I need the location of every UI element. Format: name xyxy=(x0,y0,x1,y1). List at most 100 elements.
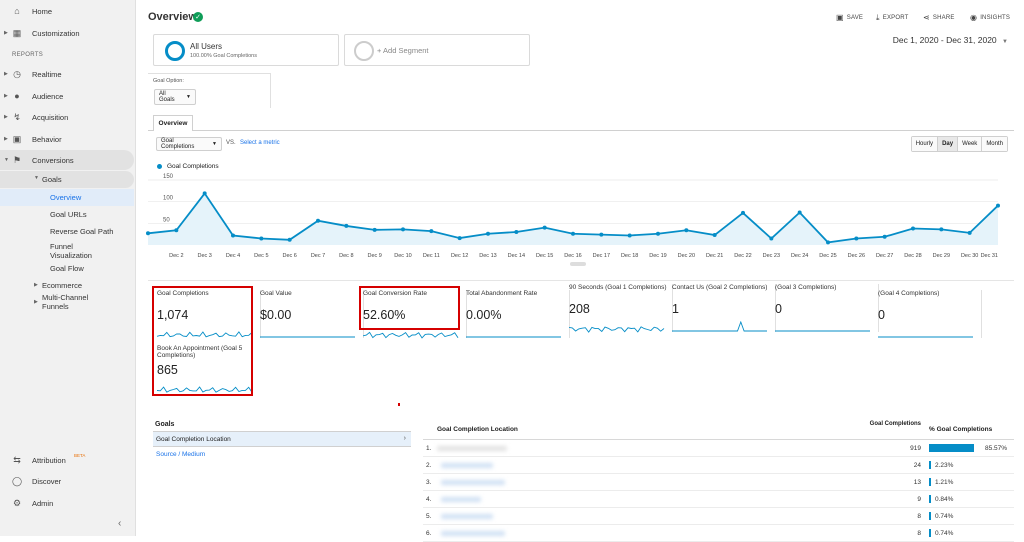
insights-button[interactable]: ◉ INSIGHTS xyxy=(970,13,1011,22)
data-point[interactable] xyxy=(741,210,745,215)
sidebar-item-audience[interactable]: ▶ ● Audience xyxy=(4,91,64,101)
data-point[interactable] xyxy=(911,226,915,231)
data-point[interactable] xyxy=(429,229,434,234)
metric-card[interactable]: (Goal 3 Completions) 0 xyxy=(775,284,879,339)
data-point[interactable] xyxy=(514,230,519,234)
x-tick-label: Dec 2 xyxy=(169,253,183,259)
data-point[interactable] xyxy=(826,240,830,245)
metric-card[interactable]: Goal Conversion Rate 52.60% xyxy=(363,290,467,345)
data-point[interactable] xyxy=(231,233,235,238)
row-index: 3. xyxy=(426,479,432,486)
data-point[interactable] xyxy=(486,231,490,236)
caret-right-icon: ▶ xyxy=(4,114,8,120)
sidebar-item-reverse-goal-path[interactable]: Reverse Goal Path xyxy=(50,227,114,236)
x-tick-label: Dec 6 xyxy=(282,253,296,259)
goals-panel-item-source-medium[interactable]: Source / Medium xyxy=(156,451,206,458)
sidebar-item-goal-flow[interactable]: Goal Flow xyxy=(50,264,84,273)
granularity-week[interactable]: Week xyxy=(958,137,983,151)
chart-resize-handle[interactable] xyxy=(570,262,586,266)
data-point[interactable] xyxy=(542,225,547,230)
sidebar-item-admin[interactable]: ⚙ Admin xyxy=(12,497,54,508)
goal-option-select[interactable]: All Goals ▼ xyxy=(154,89,196,105)
table-row[interactable]: 3. 13 1.21% xyxy=(423,474,1014,491)
x-tick-label: Dec 29 xyxy=(933,253,950,259)
data-point[interactable] xyxy=(202,191,207,196)
sidebar-item-discover[interactable]: ◯ Discover xyxy=(11,475,62,486)
add-segment-button[interactable]: + Add Segment xyxy=(344,34,530,66)
sidebar-item-ecommerce[interactable]: ▶ Ecommerce xyxy=(34,281,83,290)
sparkline xyxy=(260,336,355,338)
percent-bar xyxy=(929,512,931,520)
table-row[interactable]: 5. 8 0.74% xyxy=(423,508,1014,525)
sidebar-item-behavior[interactable]: ▶ ▣ Behavior xyxy=(4,133,62,144)
sidebar-item-acquisition[interactable]: ▶ ↯ Acquisition xyxy=(4,111,69,122)
data-point[interactable] xyxy=(599,232,604,237)
granularity-month[interactable]: Month xyxy=(982,137,1007,151)
data-point[interactable] xyxy=(712,233,717,238)
sidebar-item-customization[interactable]: ▶ ▦ Customization xyxy=(4,27,80,38)
granularity-hourly[interactable]: Hourly xyxy=(911,137,939,151)
metric-label: Contact Us (Goal 2 Completions) xyxy=(672,284,768,291)
data-point[interactable] xyxy=(316,218,320,223)
data-point[interactable] xyxy=(684,228,689,233)
date-range-picker[interactable]: Dec 1, 2020 - Dec 31, 2020 ▼ xyxy=(892,35,1008,45)
sidebar-item-funnel-visualization[interactable]: Funnel Visualization xyxy=(50,242,92,260)
data-point[interactable] xyxy=(967,230,972,235)
metric-divider xyxy=(466,290,467,338)
x-tick-label: Dec 12 xyxy=(451,253,468,259)
sidebar-item-realtime[interactable]: ▶ ◷ Realtime xyxy=(4,68,62,79)
sidebar-item-multichannel[interactable]: ▶ Multi-Channel Funnels xyxy=(34,293,89,311)
data-point[interactable] xyxy=(344,223,349,228)
data-point[interactable] xyxy=(656,231,660,236)
table-row[interactable]: 2. 24 2.23% xyxy=(423,457,1014,474)
granularity-day[interactable]: Day xyxy=(938,137,959,151)
data-point[interactable] xyxy=(882,234,887,239)
metric-divider xyxy=(672,284,673,332)
sidebar-item-goals[interactable]: ▼ Goals xyxy=(0,171,134,188)
data-point[interactable] xyxy=(372,227,377,232)
metric-value: 0.00% xyxy=(466,308,502,322)
metric-card[interactable]: Total Abandonment Rate 0.00% xyxy=(466,290,570,345)
acquisition-icon: ↯ xyxy=(13,111,21,122)
metric-card[interactable]: 90 Seconds (Goal 1 Completions) 208 xyxy=(569,284,673,339)
metric-card[interactable]: Goal Value $0.00 xyxy=(260,290,364,345)
sidebar-item-conversions[interactable]: ▼ ⚑ Conversions xyxy=(0,150,134,170)
table-row[interactable]: 4. 9 0.84% xyxy=(423,491,1014,508)
metric-card[interactable]: Contact Us (Goal 2 Completions) 1 xyxy=(672,284,776,339)
metric-card[interactable]: Book An Appointment (Goal 5 Completions)… xyxy=(157,345,257,400)
table-row[interactable]: 1. 919 85.57% xyxy=(423,440,1014,457)
share-icon: ⋖ xyxy=(923,13,930,22)
export-button[interactable]: ⤓ EXPORT xyxy=(876,13,909,22)
data-point[interactable] xyxy=(571,231,575,236)
data-point[interactable] xyxy=(259,236,264,241)
metric-select[interactable]: Goal Completions ▼ xyxy=(156,137,222,151)
metric-label: Goal Completions xyxy=(157,290,209,297)
goals-panel-item-location[interactable]: Goal Completion Location › xyxy=(153,431,411,447)
sidebar-item-attribution[interactable]: ⇆ Attribution BETA xyxy=(13,453,86,465)
tab-overview[interactable]: Overview xyxy=(153,115,193,131)
data-point[interactable] xyxy=(174,228,179,233)
data-point[interactable] xyxy=(939,227,944,232)
data-point[interactable] xyxy=(769,236,774,241)
data-point[interactable] xyxy=(146,231,150,236)
data-point[interactable] xyxy=(854,236,859,241)
sidebar-item-home[interactable]: ⌂ Home xyxy=(0,1,134,21)
save-button[interactable]: ▣ SAVE xyxy=(836,13,864,22)
table-row[interactable]: 6. 8 0.74% xyxy=(423,525,1014,542)
sidebar-item-goal-urls[interactable]: Goal URLs xyxy=(50,210,87,219)
collapse-sidebar-icon[interactable]: ‹ xyxy=(118,518,122,529)
segment-all-users[interactable]: All Users 100.00% Goal Completions xyxy=(153,34,339,66)
data-point[interactable] xyxy=(401,227,405,232)
data-point[interactable] xyxy=(627,233,632,238)
data-point[interactable] xyxy=(287,237,292,242)
share-button[interactable]: ⋖ SHARE xyxy=(923,13,955,22)
metric-value: 865 xyxy=(157,363,178,377)
select-metric-link[interactable]: Select a metric xyxy=(240,140,280,146)
data-point[interactable] xyxy=(457,236,462,241)
data-point[interactable] xyxy=(996,203,1000,208)
metric-card[interactable]: Goal Completions 1,074 xyxy=(157,290,261,345)
x-tick-label: Dec 19 xyxy=(649,253,666,259)
sidebar-item-goals-overview[interactable]: Overview xyxy=(0,189,134,206)
metric-card[interactable]: (Goal 4 Completions) 0 xyxy=(878,290,982,345)
data-point[interactable] xyxy=(797,210,802,215)
